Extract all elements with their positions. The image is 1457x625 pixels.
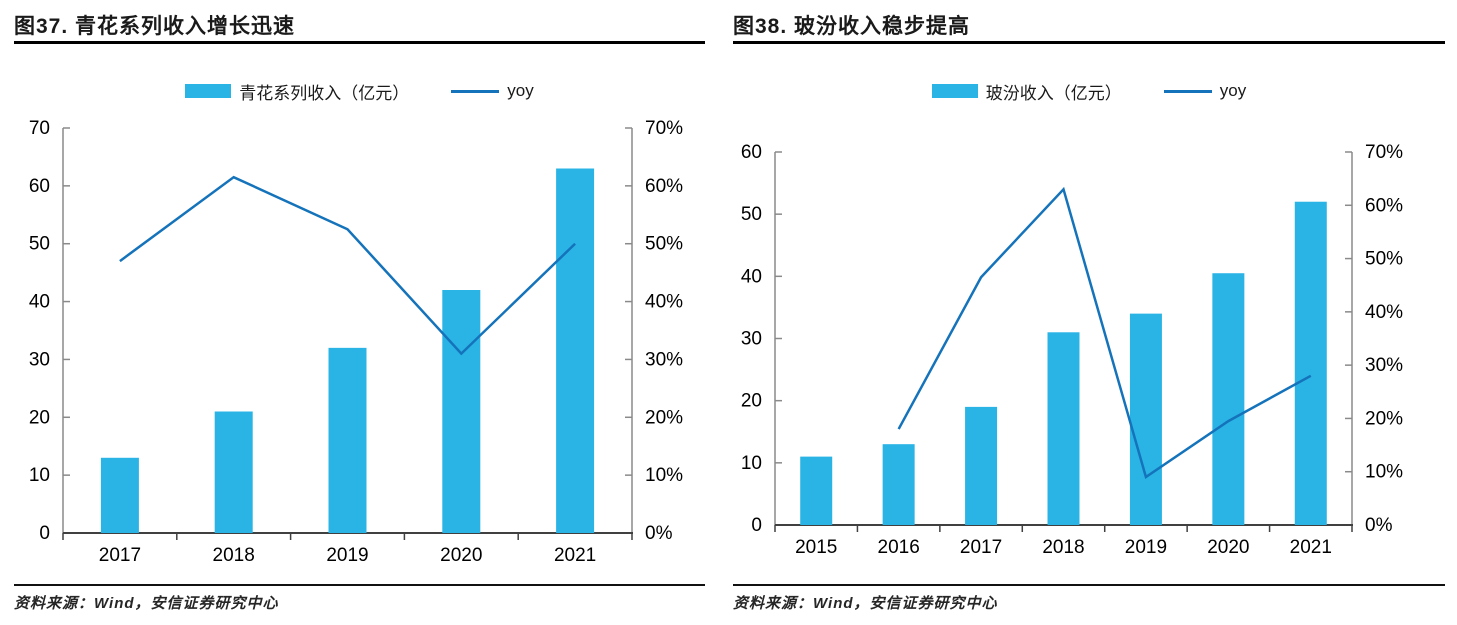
line-series-label: yoy <box>1219 81 1247 100</box>
bar-2021 <box>1294 201 1327 525</box>
right-axis-label: 40% <box>1365 302 1403 323</box>
figure-38-title-underline <box>733 41 1445 44</box>
right-axis-label: 40% <box>645 292 683 313</box>
x-axis-label: 2015 <box>795 537 837 558</box>
left-axis-label: 20 <box>29 407 50 428</box>
line-series-swatch <box>451 89 500 93</box>
bar-series-swatch <box>931 84 978 98</box>
right-axis-label: 0% <box>1365 515 1393 536</box>
left-axis-label: 20 <box>741 391 762 412</box>
bar-2018 <box>1047 332 1080 525</box>
x-axis-label: 2020 <box>1207 537 1249 558</box>
figure-38-chart: 0 10 20 30 40 50 60 0% 10% 20% 30% 40% 50% 60% 70% 2015… <box>741 142 1403 558</box>
x-axis-label: 2018 <box>213 545 255 566</box>
right-axis-label: 20% <box>1365 408 1403 429</box>
figure-37-chart: 0 10 20 30 40 50 60 70 0% 10% 20% 30% 40% 50% 60% 70% 20… <box>29 118 683 566</box>
bar-series-swatch <box>185 84 232 98</box>
right-axis-label: 10% <box>1365 462 1403 483</box>
yoy-line <box>119 175 576 356</box>
left-axis-label: 60 <box>741 142 762 163</box>
right-axis-label: 60% <box>1365 195 1403 216</box>
figure-37-legend: 青花系列收入（亿元） yoy <box>14 79 705 104</box>
figure-38-legend: 玻汾收入（亿元） yoy <box>733 79 1445 104</box>
figure-38-source-divider <box>733 584 1445 586</box>
right-axis-label: 10% <box>645 465 683 486</box>
left-axis-label: 30 <box>741 329 762 350</box>
left-axis-label: 30 <box>29 349 50 370</box>
right-axis-label: 50% <box>645 234 683 255</box>
right-axis-label: 50% <box>1365 249 1403 270</box>
x-axis-label: 2021 <box>554 545 596 566</box>
x-axis-label: 2019 <box>1125 537 1167 558</box>
line-series-label: yoy <box>507 81 534 100</box>
bar-series-label: 青花系列收入（亿元） <box>239 83 410 103</box>
right-axis-label: 20% <box>645 407 683 428</box>
left-axis-label: 0 <box>39 523 50 544</box>
x-axis-label: 2016 <box>878 537 920 558</box>
left-axis-label: 40 <box>741 266 762 287</box>
yoy-line <box>897 186 1312 480</box>
x-axis-label: 2017 <box>99 545 141 566</box>
figure-38-panel: 图38. 玻汾收入稳步提高 玻汾收入（亿元） yoy 0 10 20 30 40 50 60… <box>733 10 1445 618</box>
left-axis-label: 50 <box>741 204 762 225</box>
figure-37-title: 图37. 青花系列收入增长迅速 <box>14 15 296 38</box>
right-axis-label: 70% <box>645 118 683 139</box>
bar-2020 <box>442 290 481 533</box>
bar-2017 <box>100 457 139 533</box>
bar-series-label: 玻汾收入（亿元） <box>985 83 1122 103</box>
bar-2019 <box>328 347 367 533</box>
right-axis-label: 70% <box>1365 142 1403 163</box>
left-axis-label: 10 <box>29 465 50 486</box>
figure-37-source-divider <box>14 584 705 586</box>
left-axis-label: 50 <box>29 234 50 255</box>
bar-2016 <box>882 444 915 525</box>
bar-2015 <box>800 456 833 525</box>
bar-2017 <box>965 406 998 525</box>
figure-38-source: 资料来源：Wind，安信证券研究中心 <box>733 595 998 612</box>
bar-2021 <box>556 168 595 533</box>
bar-2020 <box>1212 273 1245 525</box>
left-axis-label: 10 <box>741 453 762 474</box>
figure-37-title-underline <box>14 41 705 44</box>
legend-item-revenue: 青花系列收入（亿元） <box>185 79 409 104</box>
left-axis-label: 0 <box>751 515 762 536</box>
x-axis-label: 2017 <box>960 537 1002 558</box>
bar-2019 <box>1129 313 1162 525</box>
legend-item-yoy: yoy <box>1163 81 1247 101</box>
right-axis-label: 0% <box>645 523 673 544</box>
left-axis-label: 40 <box>29 292 50 313</box>
figure-38-title: 图38. 玻汾收入稳步提高 <box>733 15 971 38</box>
line-series-swatch <box>1163 89 1212 93</box>
bar-2018 <box>214 411 253 533</box>
left-axis-label: 60 <box>29 176 50 197</box>
legend-item-revenue: 玻汾收入（亿元） <box>931 79 1122 104</box>
x-axis-label: 2021 <box>1290 537 1332 558</box>
right-axis-label: 30% <box>1365 355 1403 376</box>
figure-37-source: 资料来源：Wind，安信证券研究中心 <box>14 595 279 612</box>
legend-item-yoy: yoy <box>451 81 534 101</box>
x-axis-label: 2020 <box>440 545 482 566</box>
right-axis-label: 30% <box>645 349 683 370</box>
figure-37-panel: 图37. 青花系列收入增长迅速 青花系列收入（亿元） yoy 0 10 20 30 40… <box>14 10 705 618</box>
left-axis-label: 70 <box>29 118 50 139</box>
x-axis-label: 2019 <box>326 545 368 566</box>
right-axis-label: 60% <box>645 176 683 197</box>
x-axis-label: 2018 <box>1042 537 1084 558</box>
